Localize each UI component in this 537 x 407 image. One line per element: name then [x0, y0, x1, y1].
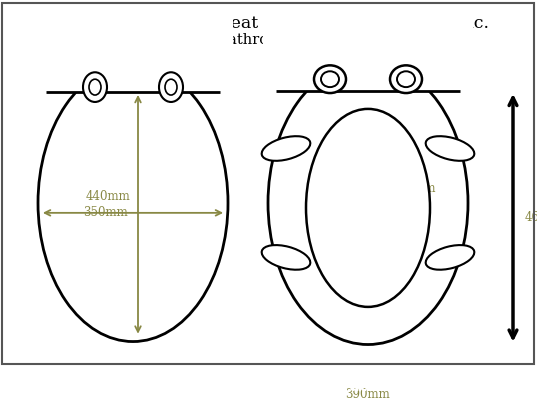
Ellipse shape [165, 79, 177, 95]
Ellipse shape [38, 64, 228, 341]
Ellipse shape [268, 61, 468, 344]
FancyBboxPatch shape [263, 0, 473, 91]
Text: 350mm: 350mm [83, 206, 127, 219]
Text: 440mm: 440mm [85, 190, 130, 203]
Ellipse shape [397, 71, 415, 87]
Ellipse shape [314, 66, 346, 93]
Ellipse shape [262, 136, 310, 161]
Text: 460mm: 460mm [525, 211, 537, 224]
Text: 280mm: 280mm [391, 182, 436, 195]
Ellipse shape [83, 72, 107, 102]
Ellipse shape [390, 66, 422, 93]
Text: COVER: COVER [122, 46, 184, 60]
Ellipse shape [426, 136, 474, 161]
FancyBboxPatch shape [33, 0, 233, 92]
Ellipse shape [89, 79, 101, 95]
Text: Approximate Toilet Seat Measurement Schematic.: Approximate Toilet Seat Measurement Sche… [47, 15, 490, 32]
Ellipse shape [262, 245, 310, 270]
Text: SEAT: SEAT [346, 47, 390, 61]
Ellipse shape [426, 245, 474, 270]
Text: Toilet Seat Schematic Picture For Illustration Purposes Only: Toilet Seat Schematic Picture For Illust… [21, 379, 516, 394]
Text: 390mm: 390mm [346, 388, 390, 401]
Ellipse shape [321, 71, 339, 87]
Ellipse shape [159, 72, 183, 102]
Text: 230mm: 230mm [336, 186, 380, 199]
Ellipse shape [306, 109, 430, 307]
Text: jslbathrooms.com: jslbathrooms.com [202, 33, 334, 47]
